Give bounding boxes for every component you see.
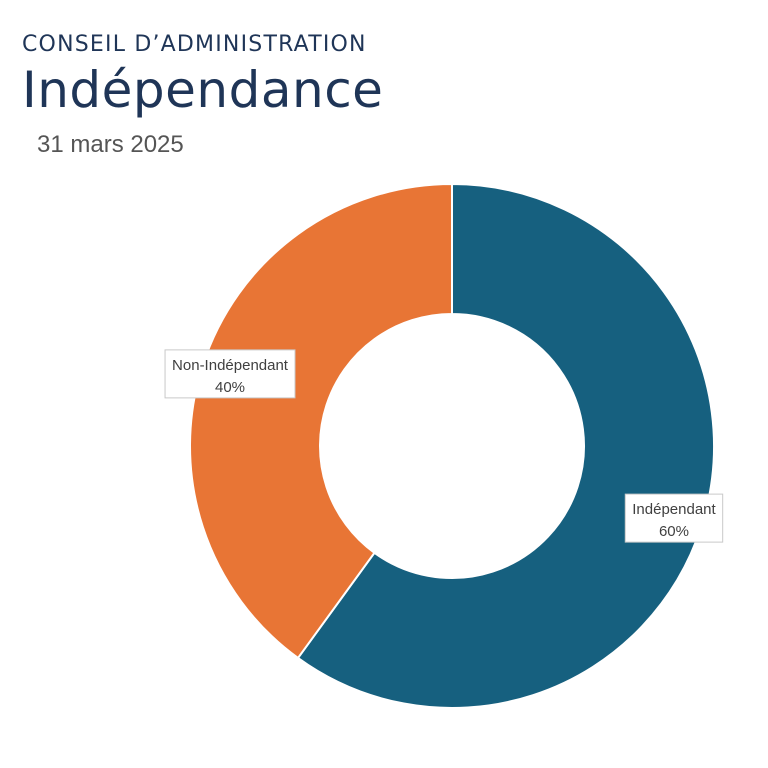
slice-category-label: Indépendant [632,501,716,518]
slice-value-label: 60% [659,523,689,540]
slice-independant [296,182,715,709]
donut-labels: Indépendant 60% Non-Indépendant 40% [164,349,724,543]
slice-label-box [624,493,724,543]
chart-supertitle: CONSEIL D’ADMINISTRATION [22,32,367,57]
chart-date: 31 mars 2025 [37,131,184,158]
donut-slices [189,182,715,709]
slice-label-non-independant: Non-Indépendant 40% [164,349,296,399]
chart-title: Indépendance [22,61,384,119]
slice-label-box [164,349,296,399]
slice-value-label: 40% [215,379,245,396]
slice-non-independant [189,182,453,660]
slice-category-label: Non-Indépendant [172,357,289,374]
slice-label-independant: Indépendant 60% [624,493,724,543]
chart-header: CONSEIL D’ADMINISTRATION Indépendance 31… [22,30,383,160]
